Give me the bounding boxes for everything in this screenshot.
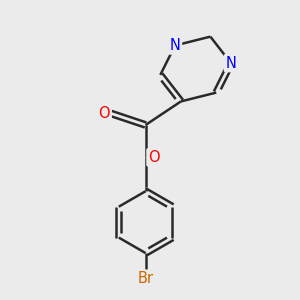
- Text: O: O: [148, 150, 160, 165]
- Text: N: N: [169, 38, 181, 53]
- Text: Br: Br: [138, 271, 154, 286]
- Text: O: O: [98, 106, 110, 121]
- Text: N: N: [226, 56, 236, 70]
